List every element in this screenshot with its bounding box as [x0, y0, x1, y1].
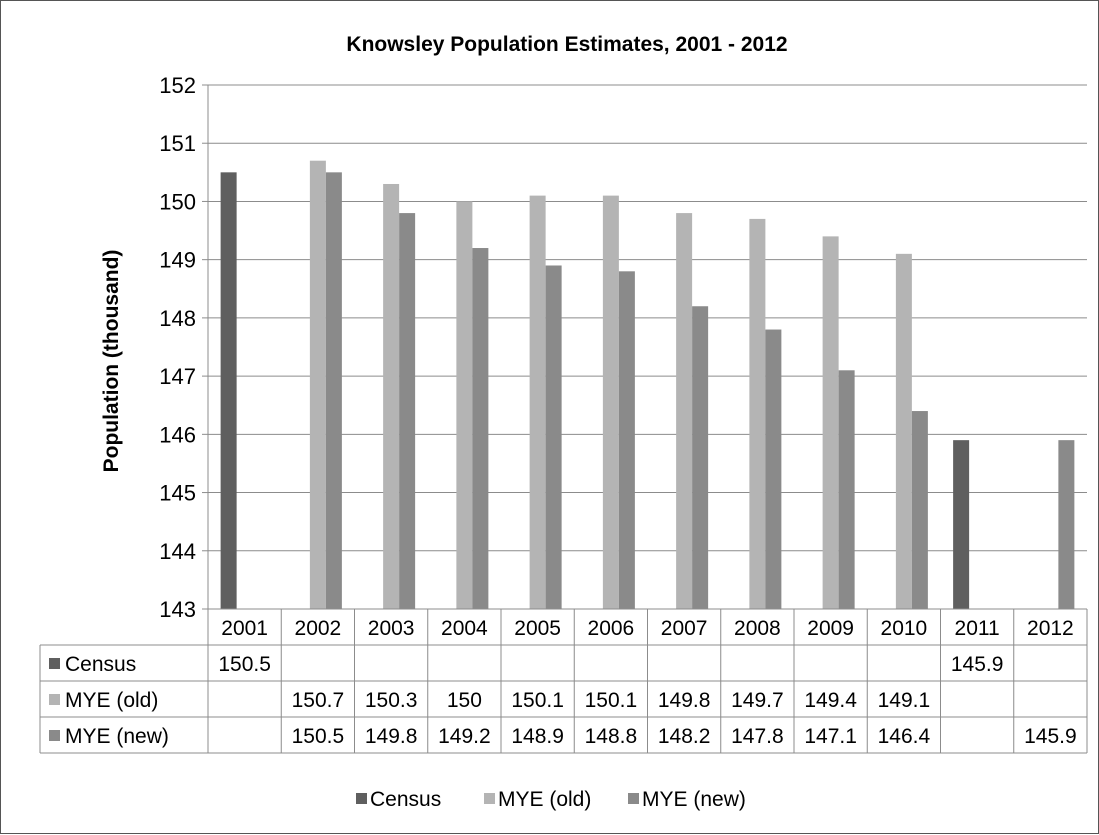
bar-mye-old-2010 [895, 253, 912, 609]
data-label: 145.9 [1024, 725, 1077, 748]
y-axis-label: Population (thousand) [100, 250, 123, 473]
x-category-label: 2006 [588, 617, 635, 640]
x-category-label: 2008 [734, 617, 781, 640]
data-label: 148.2 [658, 725, 711, 748]
data-label: 145.9 [951, 653, 1004, 676]
bar-mye-old-2003 [383, 183, 400, 609]
legend-label: MYE (new) [642, 788, 746, 811]
y-tick-label: 152 [159, 73, 196, 98]
chart-title: Knowsley Population Estimates, 2001 - 20… [346, 33, 787, 56]
y-tick-label: 149 [159, 248, 196, 273]
legend-key [356, 793, 367, 804]
data-table: 2001 2002 2003 2004 2005 2006 2007 2008 2009 2010… [39, 608, 1088, 754]
data-label: 149.8 [365, 725, 418, 748]
bar-mye-new-2003 [399, 213, 416, 610]
bar-mye-old-2008 [749, 218, 766, 609]
x-category-label: 2012 [1027, 617, 1074, 640]
x-category-label: 2007 [661, 617, 708, 640]
bar-mye-new-2008 [765, 329, 782, 609]
data-label: 150 [447, 689, 482, 712]
bar-mye-new-2009 [838, 370, 855, 609]
data-label: 149.1 [878, 689, 931, 712]
data-label: 150.1 [585, 689, 638, 712]
bar-mye-old-2004 [456, 201, 473, 609]
data-label: 150.1 [511, 689, 564, 712]
data-label: 149.4 [804, 689, 857, 712]
bar-mye-old-2007 [676, 213, 693, 610]
y-tick-label: 145 [159, 481, 196, 506]
y-tick-label: 143 [159, 597, 196, 622]
bar-mye-new-2006 [618, 271, 635, 609]
legend-label: Census [370, 788, 441, 811]
bar-mye-new-2007 [692, 306, 709, 609]
bar-mye-new-2004 [472, 248, 489, 609]
legend-key [628, 793, 639, 804]
x-category-label: 2009 [807, 617, 854, 640]
table-series-name: MYE (new) [65, 725, 169, 748]
legend: Census MYE (old) MYE (new) [356, 788, 746, 811]
y-tick-label: 147 [159, 364, 196, 389]
data-label: 148.9 [511, 725, 564, 748]
bar-mye-old-2009 [822, 236, 839, 609]
bar-mye-new-2010 [911, 411, 928, 609]
bars [220, 160, 1075, 610]
gridlines [202, 84, 1087, 610]
y-tick-label: 146 [159, 422, 196, 447]
y-axis-ticks: 143 144 145 146 147 148 149 150 151 152 [159, 73, 196, 622]
bar-census-2011 [953, 440, 970, 609]
data-label: 150.3 [365, 689, 418, 712]
x-category-label: 2005 [514, 617, 561, 640]
bar-mye-new-2005 [545, 265, 562, 609]
x-category-label: 2010 [881, 617, 928, 640]
table-series-name: MYE (old) [65, 689, 158, 712]
table-series-key [49, 658, 60, 669]
data-label: 150.5 [218, 653, 271, 676]
data-label: 149.7 [731, 689, 784, 712]
data-label: 146.4 [878, 725, 931, 748]
data-label: 147.8 [731, 725, 784, 748]
y-tick-label: 148 [159, 306, 196, 331]
x-category-label: 2004 [441, 617, 488, 640]
table-series-key [49, 694, 60, 705]
bar-mye-new-2012 [1058, 440, 1075, 609]
bar-mye-old-2002 [309, 160, 326, 609]
legend-label: MYE (old) [498, 788, 591, 811]
data-label: 150.5 [292, 725, 345, 748]
data-label: 150.7 [292, 689, 345, 712]
bar-census-2001 [220, 172, 237, 610]
bar-mye-old-2006 [602, 195, 619, 609]
y-tick-label: 150 [159, 189, 196, 214]
table-series-name: Census [65, 653, 136, 676]
data-label: 149.2 [438, 725, 491, 748]
data-label: 147.1 [804, 725, 857, 748]
data-label: 149.8 [658, 689, 711, 712]
table-series-key [49, 730, 60, 741]
y-tick-label: 144 [159, 539, 196, 564]
data-label: 148.8 [585, 725, 638, 748]
x-category-label: 2002 [295, 617, 342, 640]
bar-mye-new-2002 [325, 172, 342, 610]
legend-key [484, 793, 495, 804]
x-category-label: 2001 [221, 617, 268, 640]
y-tick-label: 151 [159, 131, 196, 156]
bar-mye-old-2005 [529, 195, 546, 609]
x-category-label: 2011 [955, 617, 1000, 640]
x-category-label: 2003 [368, 617, 415, 640]
